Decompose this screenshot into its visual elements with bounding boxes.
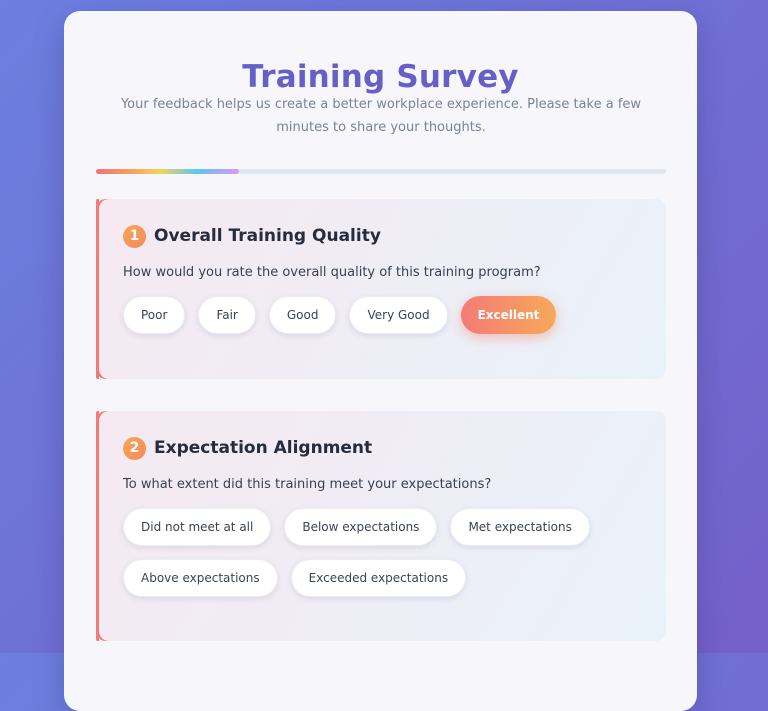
question-text: How would you rate the overall quality o… — [123, 265, 541, 280]
option-good-button[interactable]: Good — [268, 296, 337, 334]
option-fair-button[interactable]: Fair — [198, 296, 256, 334]
progress-bar-fill — [96, 169, 239, 174]
question-title: Expectation Alignment — [154, 438, 373, 458]
expectation-options: Did not meet at all Below expectations M… — [123, 508, 643, 597]
option-below-expectations-button[interactable]: Below expectations — [284, 508, 438, 546]
option-above-expectations-button[interactable]: Above expectations — [123, 559, 278, 597]
rating-options: Poor Fair Good Very Good Excellent — [123, 296, 643, 334]
page-title: Training Survey — [242, 59, 519, 95]
question-text: To what extent did this training meet yo… — [123, 477, 492, 492]
question-header: 2 Expectation Alignment — [123, 436, 372, 460]
question-card-2: 2 Expectation Alignment To what extent d… — [96, 411, 666, 641]
survey-card: Training Survey Your feedback helps us c… — [64, 11, 697, 711]
option-very-good-button[interactable]: Very Good — [349, 296, 448, 334]
progress-bar — [96, 169, 666, 174]
option-met-expectations-button[interactable]: Met expectations — [450, 508, 590, 546]
question-header: 1 Overall Training Quality — [123, 224, 381, 248]
option-exceeded-expectations-button[interactable]: Exceeded expectations — [290, 559, 467, 597]
question-card-1: 1 Overall Training Quality How would you… — [96, 199, 666, 379]
question-number-badge: 2 — [123, 436, 146, 460]
page-subtitle: Your feedback helps us create a better w… — [120, 97, 642, 135]
option-excellent-button[interactable]: Excellent — [460, 296, 557, 334]
question-number-badge: 1 — [123, 224, 146, 248]
question-title: Overall Training Quality — [154, 226, 381, 246]
option-did-not-meet-button[interactable]: Did not meet at all — [123, 508, 272, 546]
option-poor-button[interactable]: Poor — [123, 296, 186, 334]
